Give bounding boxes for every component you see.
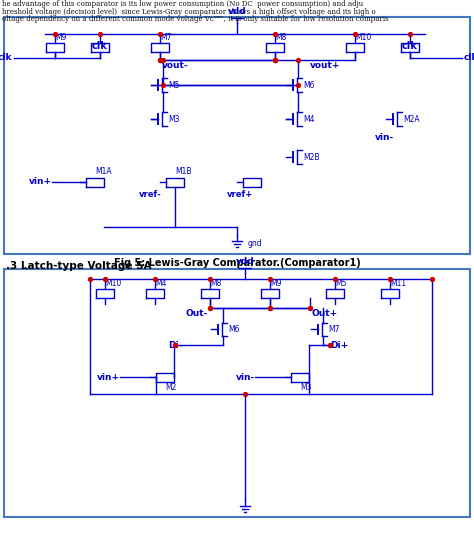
Text: vin+: vin+ — [97, 373, 120, 382]
Text: M8: M8 — [210, 278, 221, 287]
Text: M9: M9 — [55, 32, 66, 42]
Text: Di-: Di- — [168, 340, 182, 349]
Text: vout+: vout+ — [310, 61, 340, 70]
Text: M1B: M1B — [175, 168, 191, 177]
Text: M9: M9 — [270, 278, 282, 287]
Text: vdd: vdd — [236, 257, 255, 266]
Text: vin-: vin- — [375, 133, 394, 141]
Text: vref-: vref- — [138, 190, 161, 199]
Text: M7: M7 — [160, 32, 172, 42]
Text: hreshold voltage (decision level)  since Lewis-Gray comparator shows a high offs: hreshold voltage (decision level) since … — [2, 7, 376, 16]
Text: .3 Latch-type Voltage SA: .3 Latch-type Voltage SA — [6, 261, 152, 271]
Bar — [4, 17, 470, 254]
Text: vin-: vin- — [236, 373, 255, 382]
Text: M1A: M1A — [95, 168, 111, 177]
Text: M5: M5 — [335, 278, 346, 287]
Text: M10: M10 — [105, 278, 121, 287]
Text: M2A: M2A — [403, 115, 420, 124]
Text: M7: M7 — [328, 325, 340, 334]
Text: clk: clk — [402, 41, 418, 51]
Text: M4: M4 — [303, 115, 315, 124]
Text: M11: M11 — [390, 278, 406, 287]
Text: vdd: vdd — [228, 7, 246, 16]
Text: he advantage of this comparator is its low power consumption (No DC  power consu: he advantage of this comparator is its l… — [2, 0, 363, 8]
Text: M2B: M2B — [303, 153, 320, 162]
Text: M2: M2 — [165, 383, 176, 392]
Text: clk: clk — [464, 53, 474, 62]
Text: Di+: Di+ — [330, 340, 348, 349]
Text: M6: M6 — [228, 325, 240, 334]
Text: clk: clk — [0, 53, 12, 62]
Text: Out+: Out+ — [312, 309, 338, 318]
Text: M8: M8 — [275, 32, 286, 42]
Text: vref+: vref+ — [227, 190, 253, 199]
Text: M3: M3 — [300, 383, 311, 392]
Bar — [4, 269, 470, 517]
Text: gnd: gnd — [248, 238, 263, 247]
Text: clk: clk — [92, 41, 108, 51]
Text: M3: M3 — [168, 115, 180, 124]
Text: vin+: vin+ — [29, 178, 52, 187]
Text: M5: M5 — [168, 81, 180, 90]
Text: Fig 5: Lewis-Gray Comparator.(Comparator1): Fig 5: Lewis-Gray Comparator.(Comparator… — [114, 258, 360, 268]
Text: Out-: Out- — [186, 309, 208, 318]
Text: M10: M10 — [355, 32, 371, 42]
Text: oltage dependency on a different common mode voltage Vᴄᵒᵐᵔ, it is only suitable : oltage dependency on a different common … — [2, 15, 389, 23]
Text: M6: M6 — [303, 81, 315, 90]
Text: vout-: vout- — [162, 61, 189, 70]
Text: M4: M4 — [155, 278, 166, 287]
